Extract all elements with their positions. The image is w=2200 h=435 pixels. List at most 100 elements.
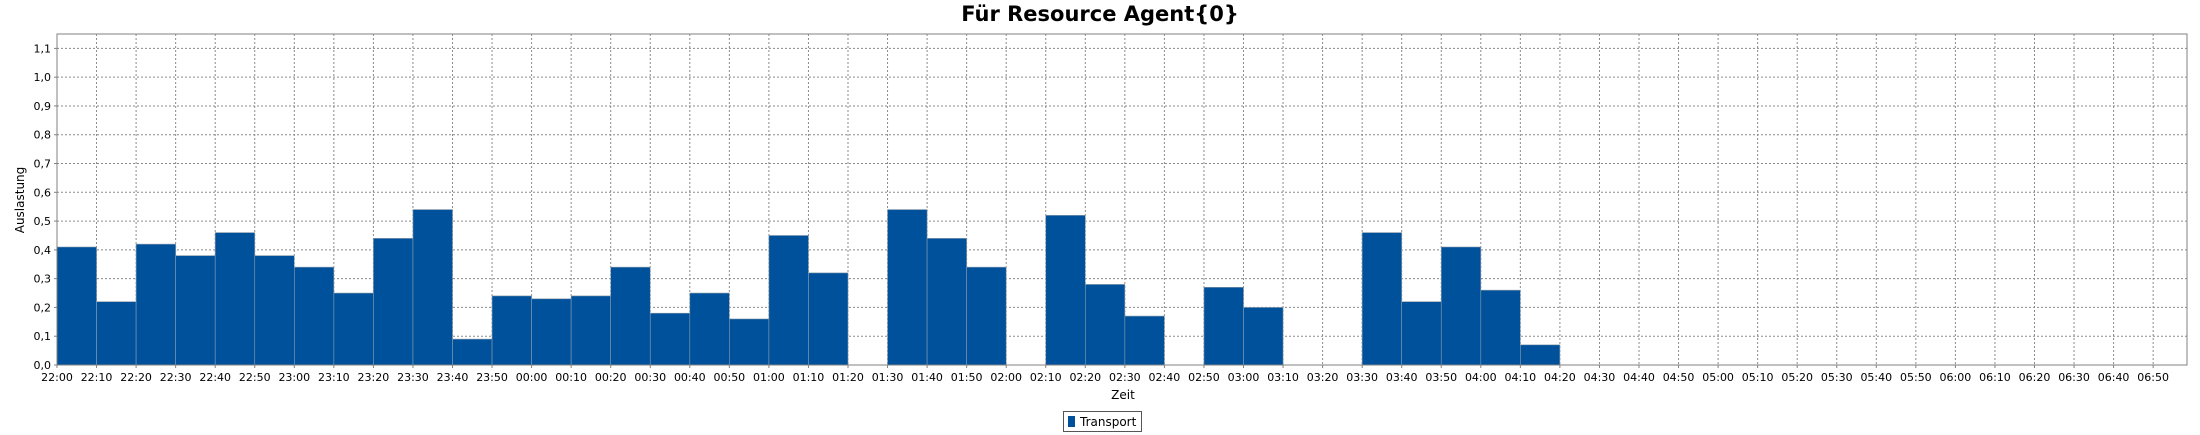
x-tick-label: 22:50	[239, 371, 271, 384]
x-tick-label: 00:00	[516, 371, 548, 384]
bar	[1361, 232, 1403, 366]
bar	[808, 272, 849, 366]
bar	[610, 266, 651, 366]
y-tick-label: 0,6	[34, 186, 52, 199]
bar	[333, 292, 374, 366]
x-tick-label: 03:20	[1307, 371, 1339, 384]
bar	[1085, 284, 1126, 366]
bar	[649, 312, 691, 366]
bar	[887, 209, 928, 366]
x-tick-label: 03:50	[1425, 371, 1457, 384]
x-tick-label: 23:00	[278, 371, 310, 384]
x-tick-label: 23:50	[476, 371, 508, 384]
x-tick-label: 05:10	[1742, 371, 1774, 384]
x-tick-label: 03:00	[1228, 371, 1260, 384]
x-tick-label: 02:30	[1109, 371, 1141, 384]
bar	[570, 295, 612, 366]
x-tick-label: 01:10	[793, 371, 825, 384]
x-tick-label: 00:40	[674, 371, 706, 384]
x-tick-label: 04:00	[1465, 371, 1497, 384]
bar	[1203, 286, 1244, 366]
x-tick-label: 22:00	[41, 371, 73, 384]
x-tick-label: 01:40	[911, 371, 943, 384]
x-tick-label: 01:00	[753, 371, 785, 384]
x-tick-label: 01:50	[951, 371, 983, 384]
y-tick-label: 0,4	[34, 244, 52, 257]
x-tick-label: 01:20	[832, 371, 864, 384]
x-tick-label: 23:20	[358, 371, 390, 384]
y-axis-title: Auslastung	[13, 167, 27, 234]
x-tick-label: 02:40	[1149, 371, 1181, 384]
x-tick-label: 02:10	[1030, 371, 1062, 384]
x-tick-label: 03:40	[1386, 371, 1418, 384]
x-tick-label: 23:40	[437, 371, 469, 384]
bar	[135, 243, 176, 366]
x-tick-label: 04:40	[1623, 371, 1655, 384]
bar	[1401, 301, 1442, 366]
x-tick-label: 00:20	[595, 371, 627, 384]
x-tick-label: 06:30	[2058, 371, 2090, 384]
y-tick-label: 1,1	[34, 42, 52, 55]
x-tick-label: 06:10	[1979, 371, 2011, 384]
bar	[1440, 246, 1482, 366]
x-axis-ticks: 22:00 22:10 22:20 22:30 22:40 22:50 23:00 23:10…	[41, 365, 2169, 384]
x-tick-label: 22:30	[160, 371, 192, 384]
x-tick-label: 22:40	[199, 371, 231, 384]
x-tick-label: 00:50	[713, 371, 745, 384]
x-tick-label: 05:00	[1702, 371, 1734, 384]
bar	[56, 246, 97, 366]
bar	[1045, 215, 1086, 366]
bar	[729, 318, 770, 366]
legend: Transport	[1063, 411, 1143, 432]
x-tick-label: 22:10	[81, 371, 113, 384]
x-tick-label: 02:00	[990, 371, 1022, 384]
x-tick-label: 05:40	[1860, 371, 1892, 384]
bar	[293, 266, 335, 366]
x-tick-label: 06:40	[2098, 371, 2130, 384]
bar	[1243, 307, 1284, 366]
x-tick-label: 02:50	[1188, 371, 1220, 384]
bar	[966, 266, 1007, 366]
x-tick-label: 23:30	[397, 371, 429, 384]
x-tick-label: 22:20	[120, 371, 152, 384]
bar	[1520, 344, 1561, 366]
bar	[452, 338, 493, 366]
legend-label: Transport	[1080, 414, 1137, 429]
bar	[373, 238, 414, 366]
x-tick-label: 04:10	[1504, 371, 1536, 384]
y-tick-label: 0,1	[34, 330, 52, 343]
x-tick-label: 05:50	[1900, 371, 1932, 384]
bar	[1124, 315, 1165, 366]
x-tick-label: 04:30	[1584, 371, 1616, 384]
y-axis-ticks: 0,0 0,1 0,2 0,3 0,4 0,5 0,6 0,7 0,8 0,9 1,0 1,1	[34, 42, 57, 372]
bar	[689, 292, 730, 366]
y-tick-label: 0,9	[34, 100, 52, 113]
x-tick-label: 05:30	[1821, 371, 1853, 384]
bar	[1480, 289, 1521, 366]
bar	[768, 235, 809, 366]
x-tick-label: 01:30	[872, 371, 904, 384]
legend-swatch	[1068, 416, 1075, 427]
bar	[214, 232, 256, 366]
bar	[412, 209, 453, 366]
grid-lines	[57, 34, 2187, 365]
x-tick-label: 00:10	[555, 371, 587, 384]
x-tick-label: 00:30	[634, 371, 666, 384]
x-tick-label: 06:00	[1940, 371, 1972, 384]
y-tick-label: 0,8	[34, 129, 52, 142]
x-tick-label: 06:20	[2019, 371, 2051, 384]
x-tick-label: 04:50	[1663, 371, 1695, 384]
y-tick-label: 0,2	[34, 301, 52, 314]
y-tick-label: 0,5	[34, 215, 52, 228]
bar	[175, 255, 216, 366]
y-tick-label: 0,3	[34, 273, 52, 286]
x-axis-title: Zeit	[1111, 388, 1135, 402]
x-tick-label: 06:50	[2137, 371, 2169, 384]
bar	[96, 301, 137, 366]
x-tick-label: 03:30	[1346, 371, 1378, 384]
x-tick-label: 03:10	[1267, 371, 1299, 384]
bar	[491, 295, 532, 366]
y-tick-label: 0,7	[34, 158, 52, 171]
y-tick-label: 0,0	[34, 359, 52, 372]
bar	[254, 255, 295, 366]
